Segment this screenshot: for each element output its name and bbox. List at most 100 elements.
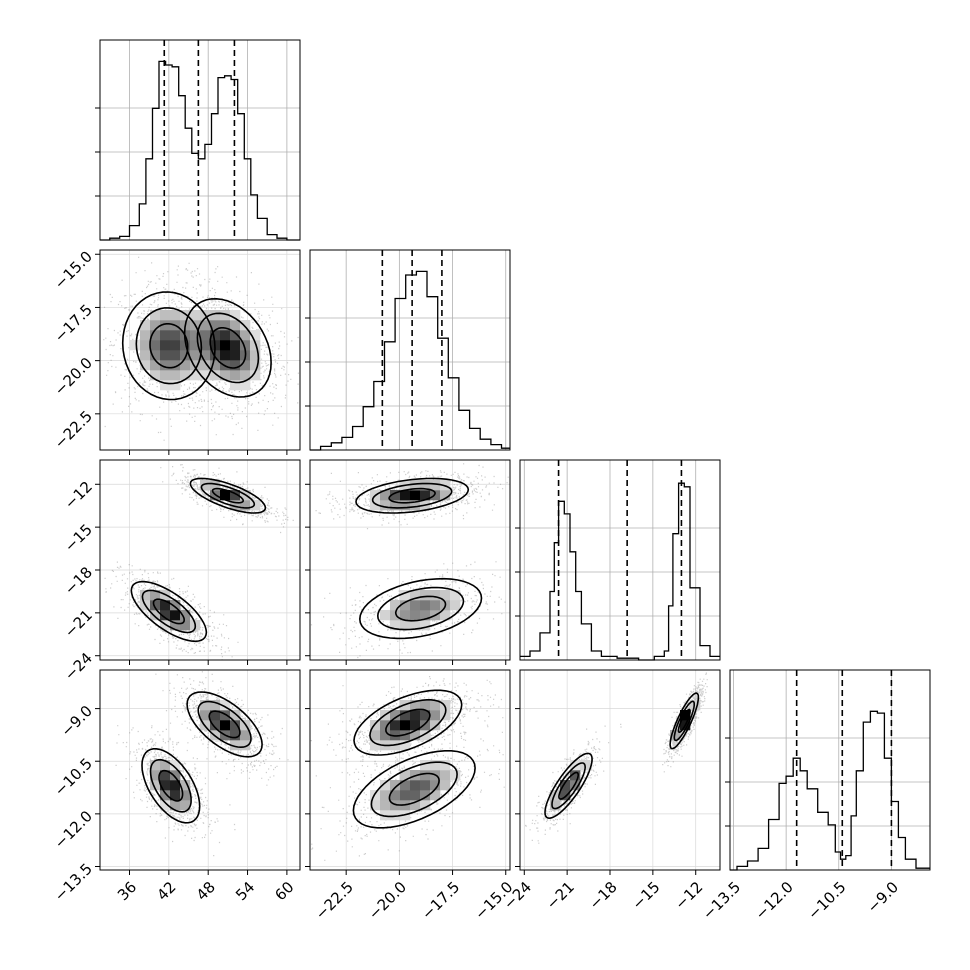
density-cell [410,720,421,731]
density-cell [240,330,251,341]
contour-line [149,758,192,813]
density-cell [220,340,231,351]
density-cell [250,360,261,371]
density-cell [400,740,411,751]
density-cell [160,790,171,801]
density-cell [430,710,441,721]
density-cell [140,590,151,601]
contour-line [369,699,447,747]
density-cell [420,790,431,801]
density-cell [400,600,411,611]
density-cell [210,710,221,721]
density-cell [420,730,431,741]
scatter-panel-1-2 [305,459,511,665]
density-cell [380,720,391,731]
density-cell [400,790,411,801]
density-cell [220,720,231,731]
density-cell [440,770,451,781]
contour-line [394,595,447,622]
density-cell [400,710,411,721]
density-cell [210,720,221,731]
density-cell [410,590,421,601]
density-cell [420,770,431,781]
scatter-panel-2-3 [515,669,721,875]
panel-frame [99,39,301,241]
density-cell [170,800,181,811]
density-cell [240,340,251,351]
histogram-panel-0 [95,39,301,241]
density-cell [170,770,181,781]
panel-content [100,250,300,450]
y-tick-label: −22.5 [51,407,96,452]
density-cell [170,600,181,611]
histogram-panel-2 [515,459,721,661]
density-cell [420,720,431,731]
density-cell [150,330,161,341]
density-cell [230,740,241,751]
scatter-panel-0-2 [95,459,301,665]
density-cell [140,320,151,331]
density-cell [430,720,441,731]
density-cell [170,360,181,371]
density-cell [140,350,151,361]
density-cell [420,600,431,611]
density-cell [450,590,461,601]
y-tick-label: −12.0 [51,807,96,852]
density-cell [230,360,241,371]
contour-line [141,589,197,634]
scatter-panel-0-3 [95,669,301,875]
y-tick-label: −18 [61,563,96,598]
density-cell [430,790,441,801]
density-cell [390,610,401,621]
contour-line [141,748,201,824]
histogram-step-1 [310,270,510,451]
density-cell [380,500,391,511]
density-cell [230,350,241,361]
density-cell [230,330,241,341]
density-cell [370,740,381,751]
density-cell [410,480,421,491]
density-cell [370,730,381,741]
density-cell [380,810,391,821]
density-cell [400,770,411,781]
contour-line [130,580,208,643]
density-cell [690,700,701,711]
x-tick-label: 42 [153,878,179,904]
density-cell [160,600,171,611]
histogram-panel-1 [305,249,511,451]
density-cell [240,740,251,751]
density-cell [570,760,581,771]
contour-line [544,752,593,820]
density-cell [160,760,171,771]
x-tick-label: 36 [114,878,140,904]
density-cell [420,780,431,791]
y-tick-label: −15 [61,520,96,555]
density-cell [420,590,431,601]
density-cell [200,360,211,371]
density-cell [390,710,401,721]
density-cell [410,790,421,801]
contour-line [388,772,440,806]
density-cell [170,780,181,791]
y-tick-label: −24 [61,649,96,684]
contour-line [558,771,580,800]
density-cell [550,800,561,811]
contour-line [149,323,189,369]
density-cell [240,730,251,741]
panel-frame [519,669,721,871]
density-cell [230,500,241,511]
panel-frame [519,459,721,661]
density-cell [190,310,201,321]
density-cell [250,350,261,361]
density-cell [250,330,261,341]
histogram-step-0 [100,60,300,241]
contour-line [385,708,431,737]
scatter-panel-1-3 [305,669,511,875]
density-cell [190,350,201,361]
density-cell [150,610,161,621]
density-cell [160,770,171,781]
contour-line [358,577,483,640]
density-cell [380,730,391,741]
density-cell [140,330,151,341]
density-cell [170,310,181,321]
